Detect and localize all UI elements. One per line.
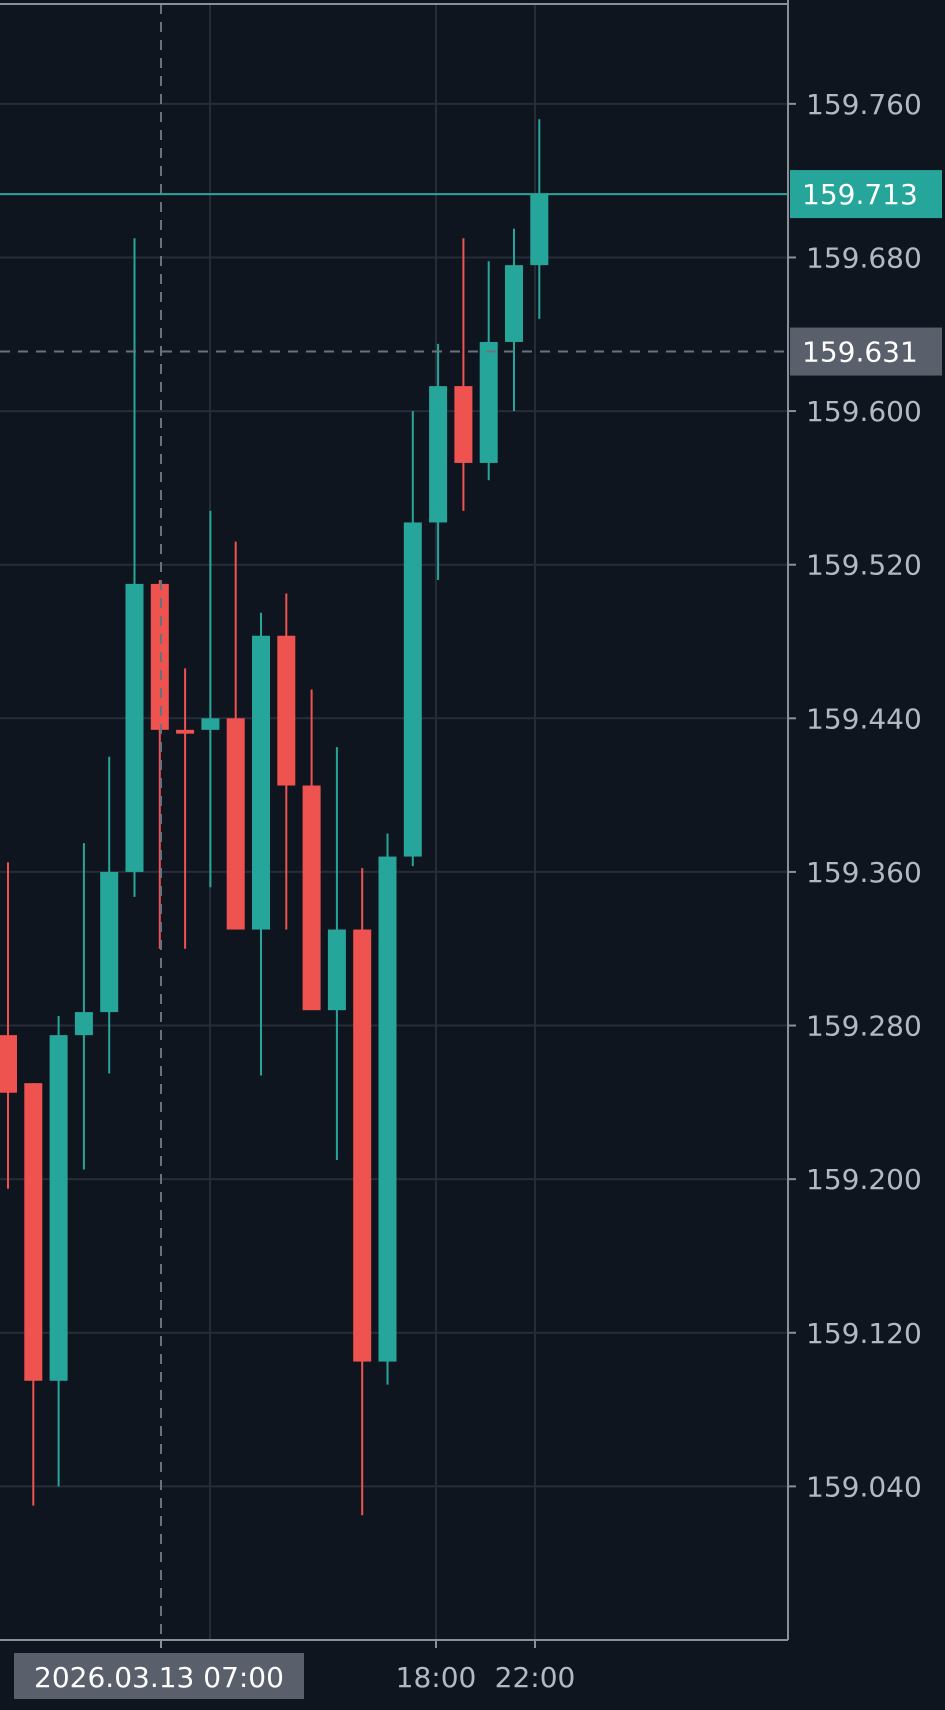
candle-body bbox=[277, 635, 296, 786]
candle-body bbox=[24, 1083, 43, 1381]
candle[interactable] bbox=[201, 510, 220, 888]
candles bbox=[0, 119, 549, 1516]
x-tick-label: 22:00 bbox=[495, 1661, 576, 1694]
candle[interactable] bbox=[252, 612, 270, 1076]
y-tick-label: 159.040 bbox=[806, 1470, 922, 1503]
crosshair-time-tag: 2026.03.13 07:00 bbox=[14, 1653, 304, 1699]
y-tick-label: 159.120 bbox=[806, 1317, 922, 1350]
candle-body bbox=[100, 871, 119, 1013]
y-tick-label: 159.760 bbox=[806, 88, 922, 121]
y-tick-label: 159.360 bbox=[806, 856, 922, 889]
candle[interactable] bbox=[277, 593, 296, 930]
candle-body bbox=[226, 718, 245, 930]
candle-body bbox=[327, 929, 346, 1011]
candle[interactable] bbox=[327, 747, 346, 1160]
x-tick-label: 18:00 bbox=[396, 1661, 477, 1694]
y-tick-label: 159.680 bbox=[806, 241, 922, 274]
candle[interactable] bbox=[49, 1015, 68, 1487]
candle[interactable] bbox=[226, 541, 245, 930]
candle-body bbox=[0, 1035, 17, 1093]
crosshair-time-tag-label: 2026.03.13 07:00 bbox=[34, 1661, 284, 1694]
last-price-tag-label: 159.713 bbox=[802, 178, 918, 211]
y-tick-label: 159.280 bbox=[806, 1010, 922, 1043]
y-tick-label: 159.600 bbox=[806, 395, 922, 428]
candle[interactable] bbox=[479, 261, 498, 481]
candle-body bbox=[125, 583, 144, 872]
candle[interactable] bbox=[74, 843, 93, 1170]
candle[interactable] bbox=[429, 343, 448, 581]
y-tick-label: 159.520 bbox=[806, 549, 922, 582]
candle[interactable] bbox=[150, 580, 169, 949]
candle-body bbox=[252, 635, 270, 930]
price-lines bbox=[0, 4, 788, 1640]
candle[interactable] bbox=[302, 689, 321, 1011]
candle-body bbox=[74, 1012, 93, 1036]
candle-body bbox=[302, 785, 321, 1011]
candle[interactable] bbox=[125, 238, 144, 897]
candle[interactable] bbox=[454, 238, 473, 511]
candle-body bbox=[353, 929, 372, 1362]
candle[interactable] bbox=[353, 868, 372, 1516]
candle-body bbox=[378, 856, 397, 1362]
crosshair-time-tag-box bbox=[14, 1653, 304, 1699]
candle-body bbox=[49, 1035, 68, 1381]
candle-body bbox=[201, 718, 220, 730]
crosshair-price-tag-label: 159.631 bbox=[802, 336, 918, 369]
candle-body bbox=[176, 729, 195, 734]
candle[interactable] bbox=[176, 668, 195, 949]
candle-body bbox=[429, 386, 448, 523]
candle-body bbox=[454, 386, 473, 463]
last-price-tag: 159.713 bbox=[790, 170, 942, 219]
candle[interactable] bbox=[530, 119, 549, 319]
candle-body bbox=[530, 194, 549, 266]
y-tick-label: 159.200 bbox=[806, 1163, 922, 1196]
candle[interactable] bbox=[403, 411, 422, 867]
candle[interactable] bbox=[0, 862, 17, 1189]
crosshair-price-tag: 159.631 bbox=[790, 327, 942, 376]
candle-body bbox=[479, 341, 498, 463]
candle-body bbox=[505, 265, 523, 342]
last-price-tag-box bbox=[790, 170, 942, 219]
candle[interactable] bbox=[378, 833, 397, 1385]
candle-body bbox=[403, 522, 422, 857]
candle-body bbox=[150, 583, 169, 730]
candle[interactable] bbox=[24, 1083, 43, 1506]
candle[interactable] bbox=[505, 228, 523, 412]
crosshair-price-tag-box bbox=[790, 327, 942, 376]
y-tick-label: 159.440 bbox=[806, 702, 922, 735]
candle[interactable] bbox=[100, 756, 119, 1074]
